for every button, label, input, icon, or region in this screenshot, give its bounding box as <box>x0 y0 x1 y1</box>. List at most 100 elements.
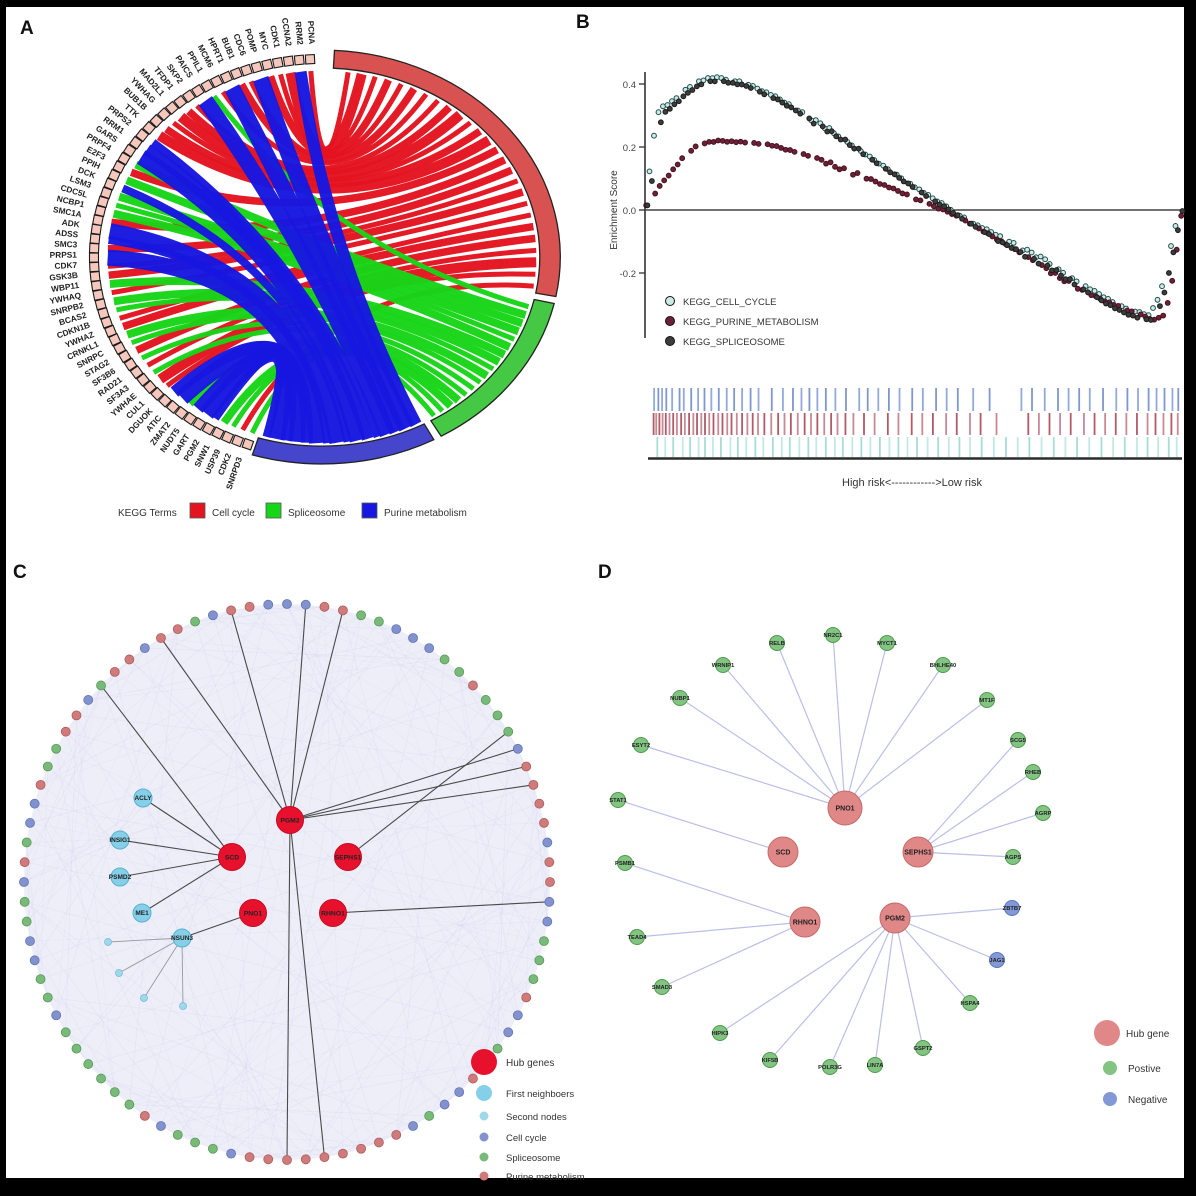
chord-ribbon-DCK <box>121 184 352 443</box>
gsea-point-KEGG_CELL_CYCLE <box>1091 288 1098 294</box>
gene-label-GSK3B: GSK3B <box>49 270 78 283</box>
gsea-point-KEGG_SPLICEOSOME <box>981 229 988 235</box>
haze-edge <box>24 614 362 903</box>
chord-ribbon-PAICS <box>198 96 395 438</box>
gene-square-BCAS2 <box>97 307 110 320</box>
haze-edge <box>26 685 102 922</box>
haze-edge <box>177 604 306 630</box>
haze-edge <box>428 901 550 1117</box>
ring-node <box>480 695 491 705</box>
ring-node <box>534 955 545 966</box>
hub-node-PNO1 <box>827 790 863 826</box>
gsea-point-KEGG_CELL_CYCLE <box>1172 223 1179 229</box>
gsea-point-KEGG_SPLICEOSOME <box>1053 267 1060 273</box>
satellite-node-PSMB1 <box>617 855 633 871</box>
satellite-label-GSPT2: GSPT2 <box>913 1046 932 1052</box>
gsea-point-KEGG_SPLICEOSOME <box>797 110 804 117</box>
ring-node <box>172 624 183 635</box>
ytick-0.0: 0.0 <box>623 206 636 217</box>
second-nodes-dot <box>479 1111 489 1121</box>
gene-square-CRNKL1 <box>108 332 122 347</box>
gsea-point-KEGG_PURINE_METABOLISM <box>665 172 672 179</box>
gsea-point-KEGG_SPLICEOSOME <box>1004 242 1010 249</box>
cell-cycle-sector <box>332 49 561 298</box>
gsea-point-KEGG_CELL_CYCLE <box>997 233 1004 239</box>
ring-node <box>528 779 539 790</box>
haze-edge <box>342 1063 486 1154</box>
hub-node-SEPHS1 <box>334 843 362 871</box>
ring-node <box>503 1027 514 1038</box>
ring-node <box>19 877 29 887</box>
satellite-label-ESYT2: ESYT2 <box>632 743 650 749</box>
gsea-point-KEGG_SPLICEOSOME <box>999 239 1006 246</box>
haze-edge <box>195 606 325 622</box>
gene-square-ADSS <box>89 233 101 245</box>
gsea-point-KEGG_SPLICEOSOME <box>923 193 930 199</box>
ring-node <box>408 633 418 643</box>
haze-edge <box>114 1091 414 1127</box>
gsea-point-KEGG_SPLICEOSOME <box>846 142 853 148</box>
gsea-point-KEGG_PURINE_METABOLISM <box>652 190 659 197</box>
ring-node <box>35 974 46 985</box>
gsea-point-KEGG_SPLICEOSOME <box>1134 314 1141 321</box>
cell-cycle-node-dot <box>479 1132 489 1142</box>
gene-square-CDK1 <box>271 56 284 69</box>
gene-label-RRM2: RRM2 <box>293 21 305 46</box>
haze-edge <box>40 803 540 980</box>
gene-square-GARS <box>122 143 137 158</box>
haze-edge <box>24 901 509 1033</box>
gene-square-CDC5L <box>96 195 110 209</box>
haze-edge <box>26 921 196 1143</box>
correlation-edge <box>832 634 846 809</box>
panel-letter-b: B <box>576 12 590 33</box>
haze-edge <box>55 748 116 1093</box>
hub-label-PGM2: PGM2 <box>885 916 905 923</box>
satellite-node-HIPK3 <box>712 1025 728 1041</box>
correlation-edge <box>829 917 896 1068</box>
cell-cycle-series-dot <box>665 296 675 306</box>
ring-node <box>96 680 106 691</box>
gene-square-NUDT5 <box>183 411 198 426</box>
satellite-node-HSPA4 <box>962 995 978 1011</box>
hub-gene-network: ACLY INSIG1 PSMD2 ME1 NSUN3 PGM2 SCD SEPHS1 PNO1… <box>19 599 555 1165</box>
gene-square-CUL1 <box>150 386 165 401</box>
ring-node <box>544 857 555 868</box>
haze-edge <box>249 606 545 942</box>
haze-edge <box>40 766 49 980</box>
haze-edge <box>34 803 550 903</box>
gsea-point-KEGG_SPLICEOSOME <box>855 145 862 152</box>
gsea-point-KEGG_SPLICEOSOME <box>1094 294 1100 301</box>
gsea-point-KEGG_SPLICEOSOME <box>693 83 700 90</box>
haze-edge <box>129 1063 486 1105</box>
ring-node <box>542 916 553 927</box>
satellite-label-PSMB1: PSMB1 <box>615 861 636 867</box>
gsea-point-KEGG_SPLICEOSOME <box>644 202 651 209</box>
haze-edge <box>34 685 102 961</box>
gsea-point-KEGG_SPLICEOSOME <box>1161 289 1168 296</box>
gene-square-BUB1B <box>149 113 164 129</box>
haze-edge <box>47 997 344 1155</box>
hub-edge <box>141 856 233 914</box>
ring-node <box>439 1099 450 1110</box>
haze-edge <box>88 659 445 701</box>
network-d-legend: Hub gene Postive Negative <box>1094 1020 1170 1106</box>
gsea-point-KEGG_SPLICEOSOME <box>1148 317 1154 323</box>
gsea-point-KEGG_SPLICEOSOME <box>1170 249 1177 256</box>
gsea-point-KEGG_CELL_CYCLE <box>1010 240 1017 246</box>
gsea-point-KEGG_SPLICEOSOME <box>909 184 916 190</box>
gene-square-PGM2 <box>201 421 216 436</box>
ring-node <box>468 1073 478 1084</box>
gene-square-GART <box>192 416 207 431</box>
spliceosome-series-label: KEGG_SPLICEOSOME <box>683 337 785 348</box>
gsea-point-KEGG_PURINE_METABOLISM <box>791 148 798 155</box>
haze-edge <box>55 1015 89 1065</box>
gsea-point-KEGG_SPLICEOSOME <box>945 206 952 213</box>
gene-square-RAD21 <box>129 365 144 380</box>
panel-letter-c: C <box>13 562 27 583</box>
chord-ribbon-WBP11 <box>109 277 507 359</box>
haze-edge <box>65 901 550 1033</box>
haze-edge <box>177 784 534 1136</box>
ring-node <box>521 992 532 1003</box>
hub-node-SCD <box>767 836 799 868</box>
satellite-label-AGPS: AGPS <box>1005 855 1022 861</box>
